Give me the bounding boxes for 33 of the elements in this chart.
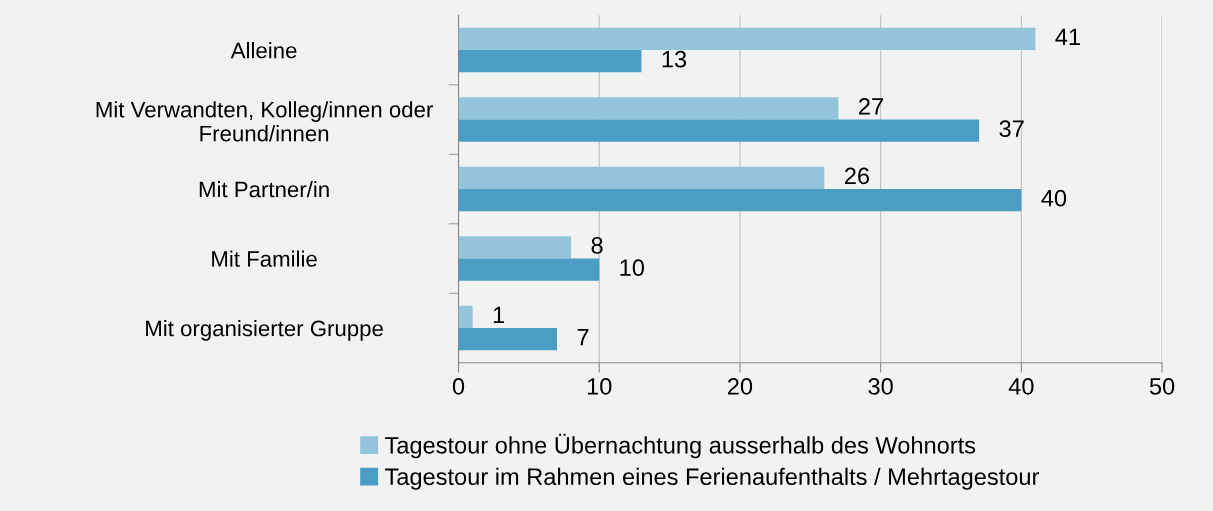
x-tick-label: 40	[1008, 378, 1034, 395]
data-label: 37	[999, 120, 1024, 138]
data-label: 27	[859, 98, 883, 115]
bar	[458, 258, 600, 281]
data-label: 41	[1055, 28, 1080, 46]
bar	[458, 27, 1036, 51]
x-tick-label: 50	[1149, 378, 1175, 395]
data-label: 8	[591, 237, 603, 254]
data-label: 1	[493, 306, 505, 324]
legend-label: Tagestour ohne Übernachtung ausserhalb des Wohnorts	[385, 433, 976, 459]
x-tick-label: 20	[727, 378, 753, 395]
data-label: 13	[662, 50, 687, 68]
data-label: 7	[577, 329, 589, 346]
y-tick-label: Alleine	[230, 42, 297, 59]
bar	[458, 305, 473, 329]
legend-label: Tagestour im Rahmen eines Ferienaufenthalts / Mehrtagestour	[385, 467, 1039, 490]
bar	[458, 119, 980, 142]
x-tick-label: 30	[868, 378, 893, 395]
data-label: 26	[844, 167, 870, 185]
bar	[458, 236, 572, 259]
bar	[458, 50, 642, 73]
y-tick-label: Mit organisierter Gruppe	[146, 320, 383, 341]
bar	[458, 97, 839, 120]
x-tick-label: 0	[452, 378, 465, 395]
y-tick-label: Mit Partner/in	[199, 181, 329, 198]
data-label: 40	[1041, 189, 1067, 207]
data-label: 10	[620, 259, 645, 277]
y-tick-label: Mit Verwandten, Kolleg/innen oder Freund/innen	[96, 101, 433, 142]
bar	[458, 328, 558, 351]
x-tick-label: 10	[587, 378, 612, 395]
bar	[458, 189, 1022, 212]
y-tick-label: Mit Familie	[212, 250, 317, 267]
bar	[458, 166, 825, 190]
